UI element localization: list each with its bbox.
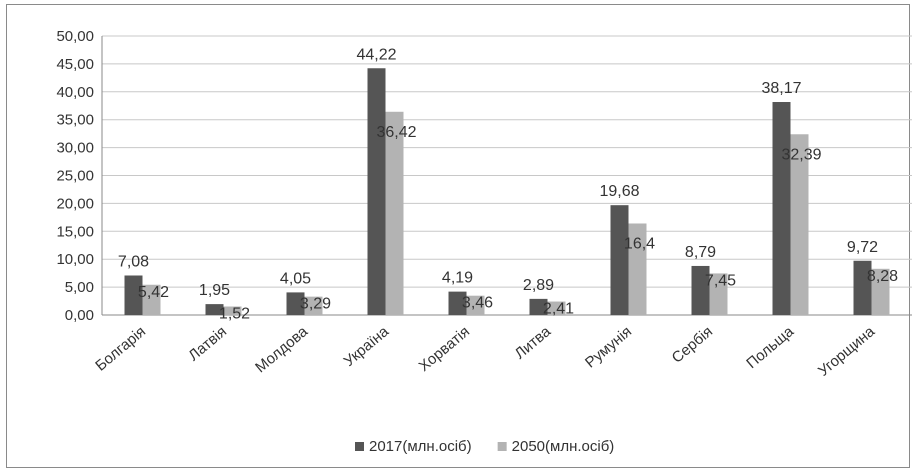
category-label: Латвія [185,323,230,364]
bar-2050 [385,111,404,315]
y-tick-label: 5,00 [65,279,94,296]
data-label-2017: 9,72 [847,239,878,256]
chart-frame [6,4,910,468]
data-label-2017: 1,95 [199,282,230,299]
data-label-2050: 1,52 [219,306,250,323]
y-tick-label: 10,00 [56,251,94,268]
category-label: Румунія [582,323,635,371]
data-label-2050: 8,28 [867,268,898,285]
category-label: Молдова [252,323,311,377]
y-tick-label: 25,00 [56,168,94,185]
y-tick-label: 30,00 [56,140,94,157]
y-tick-label: 35,00 [56,112,94,129]
bar-2050 [871,268,890,315]
bar-2017 [772,102,791,315]
category-label: Литва [512,323,555,363]
bar-2050 [223,306,242,315]
legend-label-2017: 2017(млн.осіб) [369,438,472,455]
category-label: Угорщина [815,323,879,380]
y-tick-label: 50,00 [56,28,94,45]
bar-2050 [790,134,809,315]
data-label-2017: 2,89 [523,277,554,294]
data-label-2017: 44,22 [356,46,396,63]
category-label: Хорватія [416,323,473,375]
bar-2017 [367,68,386,315]
bar-2050 [547,301,566,315]
category-label: Болгарія [92,323,149,375]
bar-2050 [628,223,647,315]
data-label-2050: 5,42 [138,284,169,301]
data-label-2050: 3,46 [462,295,493,312]
bar-2017 [610,205,629,315]
data-label-2050: 16,4 [624,235,655,252]
legend-swatch-2050 [497,442,507,451]
data-label-2050: 7,45 [705,272,736,289]
bar-2050 [466,295,485,315]
bar-2017 [205,304,224,315]
data-label-2017: 19,68 [599,183,639,200]
bar-2017 [286,292,305,315]
legend-swatch-2017 [355,442,364,451]
bar-2017 [529,298,548,315]
y-tick-label: 40,00 [56,84,94,101]
category-label: Сербія [669,323,716,367]
data-label-2050: 36,42 [376,124,416,141]
bar-2017 [853,260,872,315]
bar-2050 [304,296,323,315]
data-label-2050: 3,29 [300,296,331,313]
bar-2050 [709,273,728,315]
bar-2017 [124,275,143,315]
y-tick-label: 15,00 [56,223,94,240]
bar-2017 [448,291,467,315]
data-label-2050: 32,39 [781,146,821,163]
legend-label-2050: 2050(млн.осіб) [512,438,615,455]
y-tick-label: 20,00 [56,195,94,212]
y-tick-label: 45,00 [56,56,94,73]
data-label-2017: 38,17 [761,80,801,97]
data-label-2050: 2,41 [543,301,574,318]
data-label-2017: 4,19 [442,270,473,287]
category-label: Україна [341,323,393,370]
data-label-2017: 7,08 [118,253,149,270]
category-label: Польща [743,323,797,372]
data-label-2017: 4,05 [280,270,311,287]
y-tick-label: 0,00 [65,307,94,324]
bar-2017 [691,265,710,315]
bar-2050 [142,284,161,315]
data-label-2017: 8,79 [685,244,716,261]
